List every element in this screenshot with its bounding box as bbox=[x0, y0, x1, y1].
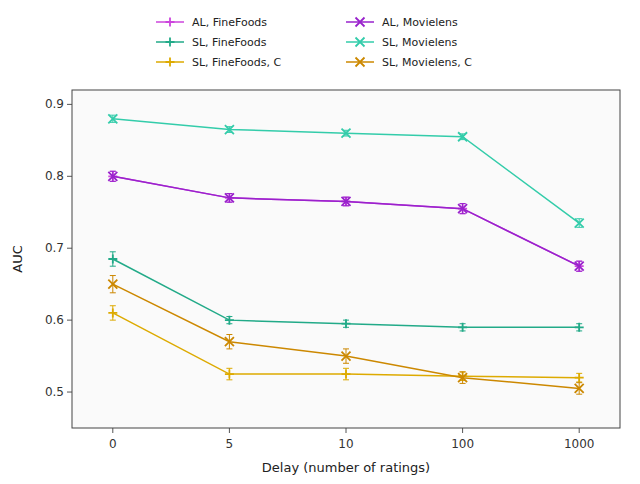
legend-marker bbox=[166, 38, 175, 47]
point-marker bbox=[108, 280, 117, 289]
series-line bbox=[113, 176, 579, 266]
point-marker bbox=[575, 262, 584, 271]
legend-label: SL, Movielens bbox=[382, 36, 457, 49]
point-marker bbox=[575, 373, 584, 382]
y-tick-label: 0.6 bbox=[45, 313, 64, 327]
legend-marker bbox=[356, 38, 365, 47]
point-marker bbox=[108, 172, 117, 181]
legend-item: AL, FineFoods bbox=[156, 16, 267, 29]
point-marker bbox=[342, 319, 351, 328]
point-marker bbox=[575, 323, 584, 332]
legend-label: SL, FineFoods bbox=[192, 36, 267, 49]
point-marker bbox=[458, 323, 467, 332]
point-marker bbox=[225, 370, 234, 379]
series-line bbox=[113, 259, 579, 327]
legend-label: SL, FineFoods, C bbox=[192, 56, 282, 69]
point-marker bbox=[575, 262, 584, 271]
x-tick bbox=[346, 428, 347, 433]
legend-item: AL, Movielens bbox=[346, 16, 458, 29]
y-tick-label: 0.7 bbox=[45, 241, 64, 255]
point-marker bbox=[342, 197, 351, 206]
point-marker bbox=[458, 132, 467, 141]
legend-label: AL, FineFoods bbox=[192, 16, 267, 29]
point-marker bbox=[342, 352, 351, 361]
series-line bbox=[113, 176, 579, 266]
legend-marker bbox=[166, 18, 175, 27]
data-group bbox=[108, 114, 583, 394]
point-marker bbox=[225, 337, 234, 346]
legend-item: SL, FineFoods bbox=[156, 36, 267, 49]
series bbox=[108, 171, 583, 271]
legend-marker bbox=[166, 58, 175, 67]
series bbox=[108, 171, 583, 271]
plot-frame bbox=[72, 90, 620, 428]
x-tick bbox=[462, 428, 463, 433]
y-tick bbox=[67, 320, 72, 321]
series bbox=[108, 252, 583, 332]
point-marker bbox=[458, 204, 467, 213]
point-marker bbox=[342, 129, 351, 138]
y-tick-label: 0.8 bbox=[45, 169, 64, 183]
plot-area bbox=[72, 90, 620, 428]
x-tick bbox=[579, 428, 580, 433]
y-tick-label: 0.5 bbox=[45, 385, 64, 399]
point-marker bbox=[225, 316, 234, 325]
legend-marker bbox=[356, 58, 365, 67]
legend-marker bbox=[356, 18, 365, 27]
x-tick-label: 1000 bbox=[564, 437, 595, 451]
point-marker bbox=[108, 308, 117, 317]
point-marker bbox=[575, 384, 584, 393]
legend-item: SL, FineFoods, C bbox=[156, 56, 282, 69]
legend-item: SL, Movielens bbox=[346, 36, 457, 49]
x-tick-label: 100 bbox=[451, 437, 474, 451]
x-tick-label: 5 bbox=[226, 437, 234, 451]
series-line bbox=[113, 284, 579, 388]
x-tick bbox=[112, 428, 113, 433]
y-axis-label: AUC bbox=[10, 245, 25, 273]
point-marker bbox=[575, 219, 584, 228]
series bbox=[108, 276, 583, 395]
x-tick-label: 10 bbox=[338, 437, 353, 451]
point-marker bbox=[108, 114, 117, 123]
point-marker bbox=[108, 255, 117, 264]
y-tick bbox=[67, 248, 72, 249]
y-tick-label: 0.9 bbox=[45, 97, 64, 111]
y-tick bbox=[67, 104, 72, 105]
x-tick bbox=[229, 428, 230, 433]
y-tick bbox=[67, 392, 72, 393]
legend-item: SL, Movielens, C bbox=[346, 56, 472, 69]
series-line bbox=[113, 119, 579, 223]
legend-label: AL, Movielens bbox=[382, 16, 458, 29]
y-tick bbox=[67, 176, 72, 177]
point-marker bbox=[225, 125, 234, 134]
point-marker bbox=[342, 370, 351, 379]
x-axis-label: Delay (number of ratings) bbox=[262, 460, 430, 475]
point-marker bbox=[458, 373, 467, 382]
point-marker bbox=[225, 193, 234, 202]
legend-label: SL, Movielens, C bbox=[382, 56, 472, 69]
series bbox=[108, 114, 583, 227]
chart: 0.5 0.6 0.7 0.8 0.9 0 5 10 100 1000 Delay (number … bbox=[0, 0, 640, 484]
x-tick-label: 0 bbox=[109, 437, 117, 451]
